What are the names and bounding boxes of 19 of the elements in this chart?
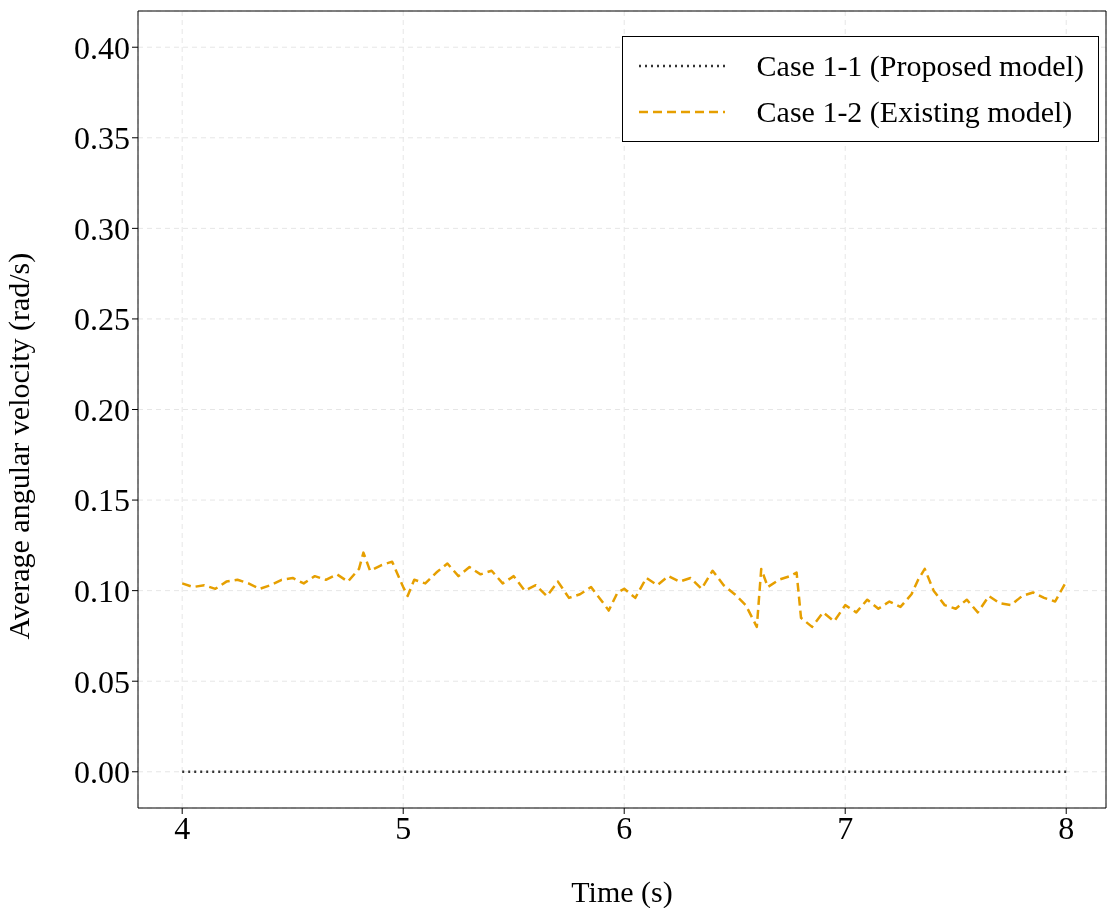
y-tick-label: 0.15 [74,482,130,519]
y-tick-label: 0.00 [74,754,130,791]
x-tick-label: 4 [174,809,191,846]
x-tick-label: 8 [1058,809,1075,846]
x-tick-label: 6 [616,809,633,846]
legend-label: Case 1-1 (Proposed model) [756,48,1084,84]
x-axis-title: Time (s) [571,875,673,909]
y-tick-label: 0.25 [74,301,130,338]
line-series [180,551,1068,629]
x-tick-label: 5 [395,809,412,846]
y-tick-label: 0.35 [74,120,130,157]
y-tick-label: 0.30 [74,210,130,247]
x-tick-label: 7 [837,809,854,846]
y-tick-label: 0.40 [74,29,130,66]
y-axis-title: Average angular velocity (rad/s) [1,252,36,640]
y-tick-label: 0.10 [74,573,130,609]
legend-label: Case 1-2 (Existing model) [756,94,1073,130]
y-tick-label: 0.05 [74,663,130,700]
y-tick-label: 0.20 [74,391,130,428]
